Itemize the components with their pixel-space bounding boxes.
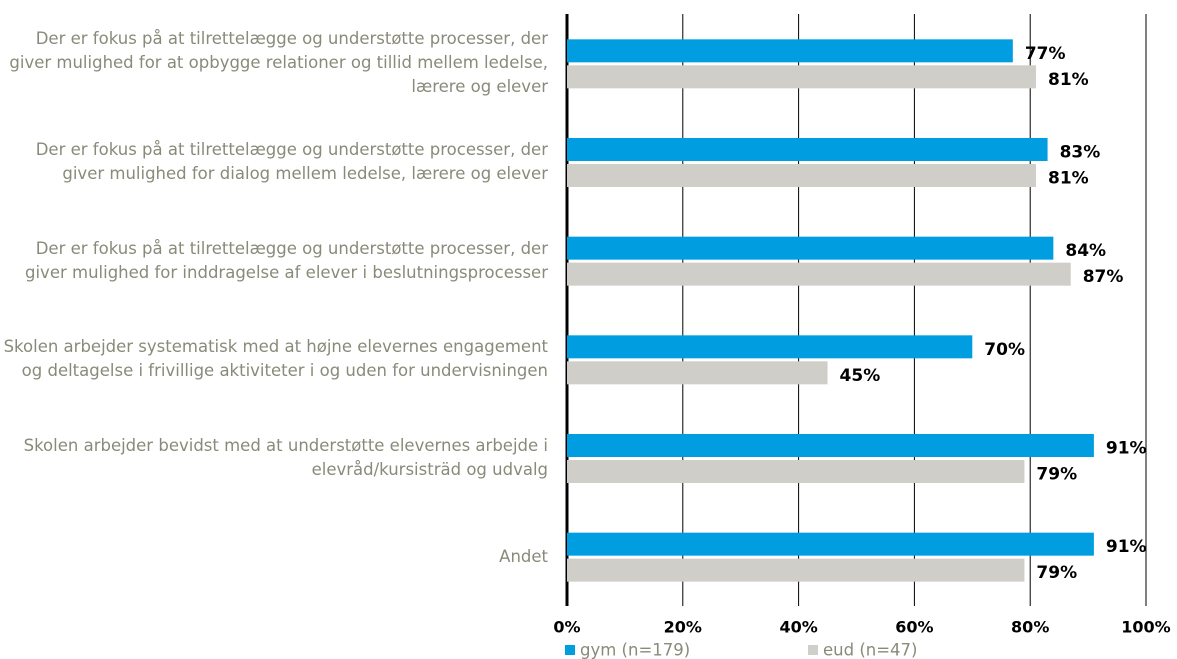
- x-tick-label: 100%: [1121, 618, 1170, 637]
- bar: [567, 361, 828, 385]
- category-label: Andet: [499, 546, 548, 566]
- x-tick-label: 20%: [664, 618, 702, 637]
- value-label: 83%: [1060, 143, 1101, 163]
- bar: [567, 434, 1094, 457]
- bar: [567, 39, 1013, 63]
- value-label: 87%: [1083, 267, 1124, 287]
- value-label: 45%: [840, 366, 881, 386]
- value-label: 79%: [1036, 465, 1077, 485]
- value-label: 81%: [1048, 70, 1089, 90]
- category-label: Der er fokus på at tilrettelægge og unde…: [35, 140, 548, 183]
- x-tick-label: 80%: [1011, 618, 1049, 637]
- value-label: 91%: [1106, 537, 1147, 557]
- bar: [567, 138, 1048, 161]
- bar: [567, 335, 973, 359]
- value-label: 81%: [1048, 169, 1089, 189]
- bar: [567, 558, 1025, 582]
- bar: [567, 164, 1036, 187]
- category-label: Skolen arbejder systematisk med at højne…: [3, 337, 548, 381]
- value-label: 77%: [1025, 44, 1066, 64]
- value-label: 84%: [1065, 241, 1106, 261]
- x-tick-label: 40%: [779, 618, 817, 637]
- value-label: 91%: [1106, 439, 1147, 459]
- legend-swatch: [808, 645, 818, 655]
- value-label: 79%: [1036, 563, 1077, 583]
- category-label: Der er fokus på at tilrettelægge og unde…: [9, 29, 548, 97]
- x-tick-label: 0%: [553, 618, 580, 637]
- legend-label: eud (n=47): [823, 641, 917, 659]
- bar: [567, 460, 1025, 483]
- category-label: Der er fokus på at tilrettelægge og unde…: [25, 238, 548, 282]
- bar: [567, 532, 1094, 556]
- category-label: Skolen arbejder bevidst med at understøt…: [23, 436, 548, 479]
- value-label: 70%: [984, 340, 1025, 360]
- legend-label: gym (n=179): [580, 641, 690, 659]
- bar: [567, 65, 1036, 89]
- legend-swatch: [565, 645, 575, 655]
- bar: [567, 236, 1054, 260]
- bar: [567, 262, 1071, 286]
- x-tick-label: 60%: [895, 618, 933, 637]
